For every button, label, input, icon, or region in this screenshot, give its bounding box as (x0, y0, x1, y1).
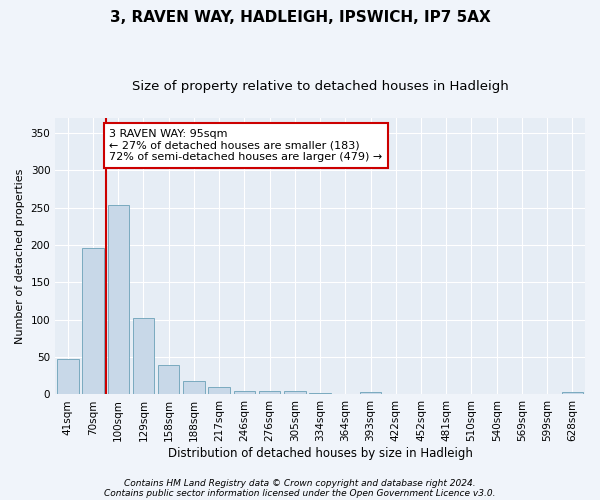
Bar (233, 392, 255, 394)
X-axis label: Distribution of detached houses by size in Hadleigh: Distribution of detached houses by size … (167, 447, 473, 460)
Bar (158, 364, 179, 394)
Text: Contains HM Land Registry data © Crown copyright and database right 2024.: Contains HM Land Registry data © Crown c… (124, 478, 476, 488)
Bar (57, 358, 79, 394)
Title: Size of property relative to detached houses in Hadleigh: Size of property relative to detached ho… (132, 80, 508, 93)
Bar (107, 206, 129, 394)
Text: 3, RAVEN WAY, HADLEIGH, IPSWICH, IP7 5AX: 3, RAVEN WAY, HADLEIGH, IPSWICH, IP7 5AX (110, 10, 490, 25)
Bar (284, 390, 305, 394)
Bar (310, 393, 331, 394)
Bar (208, 387, 230, 394)
Bar (82, 248, 104, 394)
Text: Contains public sector information licensed under the Open Government Licence v3: Contains public sector information licen… (104, 488, 496, 498)
Text: 3 RAVEN WAY: 95sqm
← 27% of detached houses are smaller (183)
72% of semi-detach: 3 RAVEN WAY: 95sqm ← 27% of detached hou… (109, 129, 383, 162)
Bar (259, 390, 280, 394)
Bar (133, 318, 154, 394)
Bar (360, 392, 381, 394)
Bar (562, 392, 583, 394)
Bar (183, 381, 205, 394)
Y-axis label: Number of detached properties: Number of detached properties (15, 168, 25, 344)
